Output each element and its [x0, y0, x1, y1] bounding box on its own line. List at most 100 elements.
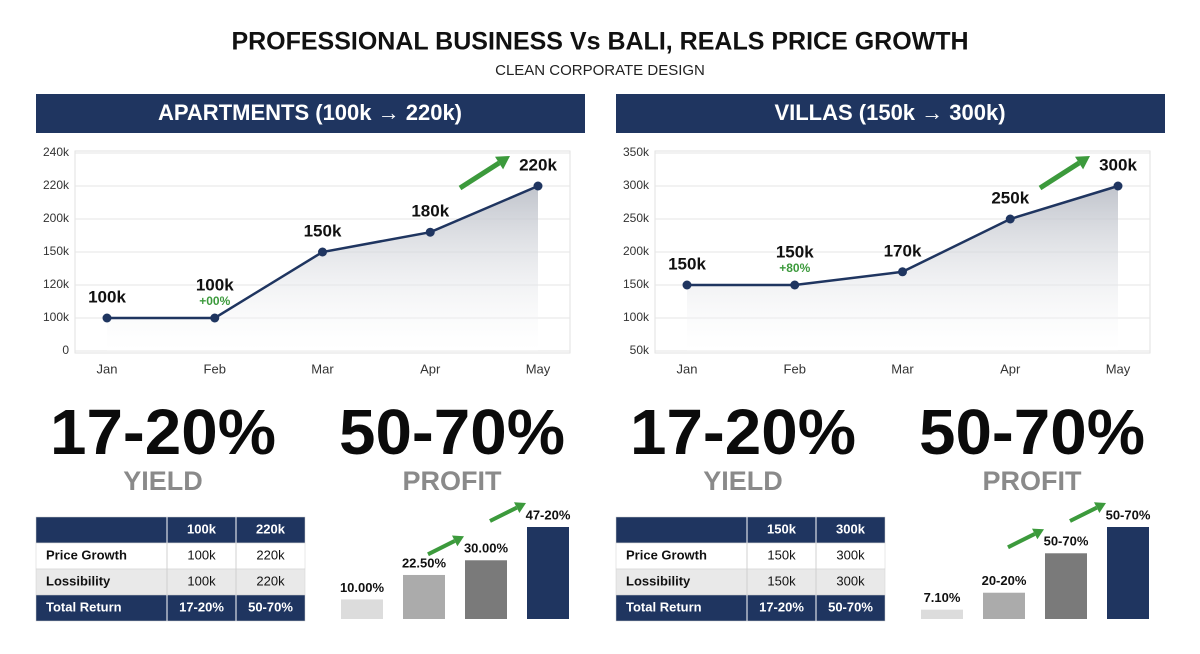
- annotation: +00%: [199, 294, 230, 308]
- table-cell: 300k: [836, 547, 865, 562]
- trend-arrow-head: [1075, 156, 1090, 170]
- y-tick-label: 240k: [43, 145, 70, 159]
- value-label: 10.00%: [340, 580, 385, 595]
- y-tick-label: 150k: [43, 244, 70, 258]
- x-tick-label: Feb: [784, 361, 806, 376]
- panel-heading: VILLAS (150k → 300k): [774, 100, 1005, 125]
- table-row: [615, 542, 886, 570]
- value-label: 50-70%: [1106, 507, 1151, 522]
- point: [210, 313, 220, 323]
- panel-heading: APARTMENTS (100k → 220k): [158, 100, 462, 125]
- y-tick-label: 300k: [623, 178, 650, 192]
- point: [1005, 214, 1015, 224]
- value-label: 50-70%: [1044, 534, 1089, 549]
- table-cell: 150k: [767, 547, 796, 562]
- x-tick-label: Apr: [1000, 361, 1021, 376]
- table-column-header: 300k: [836, 521, 866, 536]
- bar: [341, 599, 383, 619]
- table-column-header: 100k: [187, 521, 217, 536]
- value-label: 100k: [88, 287, 126, 306]
- value-label: 30.00%: [464, 541, 509, 556]
- value-label: 150k: [668, 254, 706, 273]
- value-label: 180k: [411, 202, 449, 221]
- bar: [403, 574, 445, 619]
- table-row-label: Total Return: [46, 599, 122, 614]
- table-row-label: Lossibility: [626, 573, 691, 588]
- value-label: 150k: [304, 221, 342, 240]
- table-row: [615, 594, 886, 622]
- table-cell: 220k: [256, 547, 285, 562]
- stat-label: YIELD: [703, 466, 783, 496]
- panel-heading-bar: [616, 94, 1165, 133]
- x-tick-label: Mar: [311, 361, 334, 376]
- value-label: 170k: [884, 241, 922, 260]
- value-label: 22.50%: [402, 555, 447, 570]
- trend-arrow: [427, 539, 456, 557]
- table-column-header: 220k: [256, 521, 286, 536]
- trend-arrow-head: [452, 535, 464, 547]
- trend-arrow-head: [495, 156, 510, 170]
- area-fill: [107, 186, 538, 351]
- y-tick-label: 50k: [630, 343, 650, 357]
- point: [790, 280, 800, 290]
- value-label: 100k: [196, 275, 234, 294]
- stat-label: PROFIT: [983, 466, 1083, 496]
- trend-arrow: [1069, 505, 1098, 523]
- x-tick-label: May: [526, 361, 551, 376]
- table-row: [35, 594, 306, 622]
- table-row-label: Price Growth: [626, 547, 707, 562]
- stat-value: 50-70%: [339, 396, 565, 468]
- y-tick-label: 220k: [43, 178, 70, 192]
- x-tick-label: Feb: [204, 361, 226, 376]
- stat-value: 17-20%: [50, 396, 276, 468]
- table-row-label: Price Growth: [46, 547, 127, 562]
- bar: [983, 592, 1025, 619]
- point: [102, 313, 112, 323]
- y-tick-label: 120k: [43, 277, 70, 291]
- bar: [921, 609, 963, 619]
- bar: [1045, 553, 1087, 619]
- trend-arrow: [489, 505, 518, 523]
- value-label: 20-20%: [982, 573, 1027, 588]
- trend-arrow-head: [1032, 528, 1044, 540]
- trend-arrow: [1038, 160, 1081, 191]
- y-tick-label: 200k: [623, 244, 650, 258]
- table-row-label: Lossibility: [46, 573, 111, 588]
- table-cell: 300k: [836, 573, 865, 588]
- point: [682, 280, 692, 290]
- stat-value: 17-20%: [630, 396, 856, 468]
- area-fill: [687, 186, 1118, 351]
- value-label: 150k: [776, 242, 814, 261]
- trend-arrow-head: [514, 502, 526, 514]
- stat-value: 50-70%: [919, 396, 1145, 468]
- bar: [1107, 527, 1149, 619]
- trend-arrow: [458, 160, 501, 191]
- table-row: [615, 568, 886, 596]
- point: [898, 267, 907, 277]
- table-cell: 17-20%: [179, 599, 224, 614]
- stat-label: PROFIT: [403, 466, 503, 496]
- y-tick-label: 250k: [623, 211, 650, 225]
- point: [533, 181, 543, 191]
- y-tick-label: 100k: [43, 310, 70, 324]
- point: [1113, 181, 1123, 191]
- value-label: 220k: [519, 155, 557, 174]
- y-tick-label: 150k: [623, 277, 650, 291]
- y-tick-label: 0: [62, 343, 69, 357]
- table-column-header: 150k: [767, 521, 797, 536]
- value-label: 300k: [1099, 155, 1137, 174]
- table-cell: 100k: [187, 547, 216, 562]
- stat-label: YIELD: [123, 466, 203, 496]
- value-label: 7.10%: [924, 590, 961, 605]
- x-tick-label: May: [1106, 361, 1131, 376]
- table-cell: 50-70%: [828, 599, 873, 614]
- x-tick-label: Jan: [97, 361, 118, 376]
- y-tick-label: 200k: [43, 211, 70, 225]
- x-tick-label: Jan: [677, 361, 698, 376]
- panel-heading-bar: [36, 94, 585, 133]
- value-label: 250k: [991, 188, 1029, 207]
- table-cell: 17-20%: [759, 599, 804, 614]
- annotation: +80%: [779, 261, 810, 275]
- value-label: 47-20%: [526, 507, 571, 522]
